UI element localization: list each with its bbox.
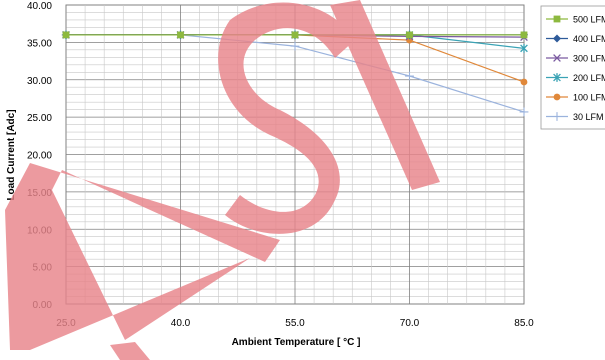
data-point [405,71,414,81]
legend-item: 30 LFM [546,112,604,122]
legend-item: 300 LFM [546,54,605,64]
legend-label: 500 LFM [573,15,605,25]
data-point [553,73,561,82]
legend-item: 200 LFM [546,73,605,83]
y-tick-label: 40.00 [27,1,52,12]
data-point [177,31,184,39]
data-point [520,31,528,39]
legend: 500 LFM 400 LFM 300 LFM 200 LFM 100 LFM 30 LF… [540,5,605,130]
series-500-lfm [62,31,528,39]
y-tick-label: 30.00 [27,76,52,87]
data-point [519,107,529,117]
legend-label: 30 LFM [573,112,604,122]
watermark-logo [5,0,440,360]
legend-label: 100 LFM [573,93,605,103]
data-point [553,15,561,23]
data-point [290,41,300,51]
data-point [520,43,528,53]
x-tick-label: 85.0 [514,318,534,329]
data-point [291,31,299,39]
y-tick-label: 20.00 [27,151,52,162]
y-tick-label: 25.00 [27,113,52,124]
x-axis-title: Ambient Temperature [ °C ] [232,337,361,348]
x-tick-label: 40.0 [171,318,191,329]
legend-item: 100 LFM [546,93,605,103]
data-point [553,93,561,101]
legend-label: 300 LFM [573,54,605,64]
x-tick-label: 70.0 [400,318,420,329]
y-axis-title: Load Current [Adc] [6,109,17,200]
data-point [552,112,562,121]
data-point [553,34,561,43]
legend-item: 500 LFM [546,15,605,25]
legend-box [540,5,605,130]
data-point [62,31,70,39]
x-tick-label: 55.0 [285,318,305,329]
data-point [553,54,561,62]
data-point [520,78,528,86]
legend-label: 400 LFM [573,34,605,44]
data-point [406,31,413,39]
y-tick-label: 35.00 [27,38,52,49]
series-group [61,30,529,117]
legend-item: 400 LFM [546,34,605,44]
legend-label: 200 LFM [573,73,605,83]
